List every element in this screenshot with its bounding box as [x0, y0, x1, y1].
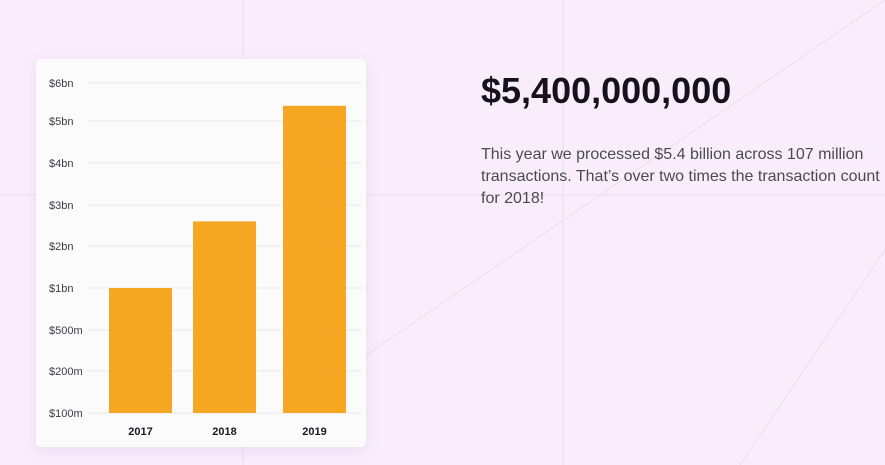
- summary-text: This year we processed $5.4 billion acro…: [481, 146, 880, 207]
- bar-2017: [109, 288, 172, 413]
- x-tick-label-2018: 2018: [212, 426, 236, 438]
- bar-2018: [193, 221, 256, 413]
- revenue-bar-chart: $100m$200m$500m$1bn$2bn$3bn$4bn$5bn$6bn …: [49, 78, 362, 438]
- y-tick-label: $200m: [49, 366, 83, 378]
- y-tick-label: $1bn: [49, 283, 73, 295]
- x-tick-label-2017: 2017: [128, 426, 152, 438]
- x-axis-ticks: 2017 2018 2019: [128, 426, 326, 438]
- bars: [109, 105, 346, 414]
- y-tick-label: $100m: [49, 408, 83, 420]
- bar-2019: [283, 105, 346, 414]
- y-tick-label: $2bn: [49, 241, 73, 253]
- x-tick-label-2019: 2019: [302, 426, 326, 438]
- y-tick-label: $3bn: [49, 200, 73, 212]
- chart-card: $100m $200m $500m $1bn $2bn $3bn $4bn $5bn $6bn …: [36, 59, 366, 447]
- y-tick-label: $4bn: [49, 158, 73, 170]
- y-tick-label: $5bn: [49, 116, 73, 128]
- y-tick-label: $6bn: [49, 78, 73, 90]
- headline-amount: $5,400,000,000: [481, 70, 732, 111]
- y-tick-label: $500m: [49, 325, 83, 337]
- y-axis-ticks: $100m $200m $500m $1bn $2bn $3bn $4bn $5bn $6bn: [49, 78, 83, 420]
